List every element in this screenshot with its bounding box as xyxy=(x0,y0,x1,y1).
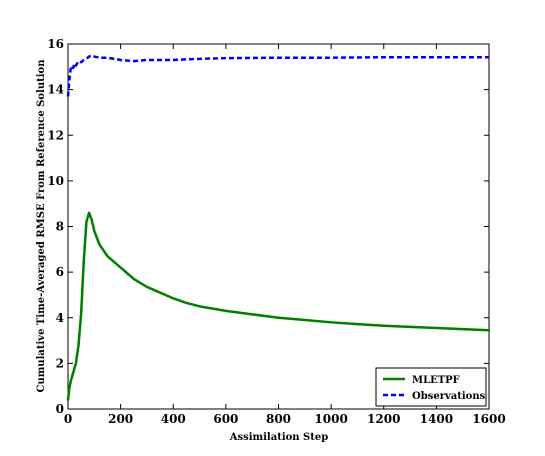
y-tick-label: 0 xyxy=(56,402,64,416)
legend-label-observations: Observations xyxy=(412,391,486,402)
y-tick-label: 8 xyxy=(56,220,64,234)
x-axis-label: Assimilation Step xyxy=(229,432,329,443)
y-tick-label: 12 xyxy=(47,128,64,142)
tick-layer: 0 200 400 600 800 1000 1200 1400 1600 0 2 4 6 8 10 12 14… xyxy=(47,37,505,426)
x-tick-label: 1600 xyxy=(472,412,505,426)
y-tick-label: 2 xyxy=(56,356,64,370)
legend: MLETPF Observations xyxy=(375,367,487,407)
series-line-observations xyxy=(66,54,489,97)
x-tick-label: 1400 xyxy=(420,412,453,426)
x-tick-label: 1000 xyxy=(314,412,347,426)
y-tick-label: 4 xyxy=(56,311,64,325)
plot-area xyxy=(67,43,490,410)
legend-label-mletpf: MLETPF xyxy=(412,375,460,386)
legend-box xyxy=(375,367,487,407)
y-tick-label: 16 xyxy=(47,37,64,51)
x-tick-label: 400 xyxy=(161,412,186,426)
y-tick-label: 6 xyxy=(56,265,64,279)
series-line-mletpf xyxy=(66,211,491,402)
y-tick-label: 14 xyxy=(47,83,64,97)
y-tick-label: 10 xyxy=(47,174,64,188)
x-tick-label: 0 xyxy=(64,412,72,426)
x-tick-label: 200 xyxy=(108,412,133,426)
y-axis-label: Cumulative Time-Averaged RMSE From Refer… xyxy=(36,59,47,393)
x-tick-label: 800 xyxy=(266,412,291,426)
x-tick-label: 600 xyxy=(213,412,238,426)
x-tick-label: 1200 xyxy=(367,412,400,426)
plot-frame xyxy=(67,43,490,410)
series-layer xyxy=(66,54,491,402)
